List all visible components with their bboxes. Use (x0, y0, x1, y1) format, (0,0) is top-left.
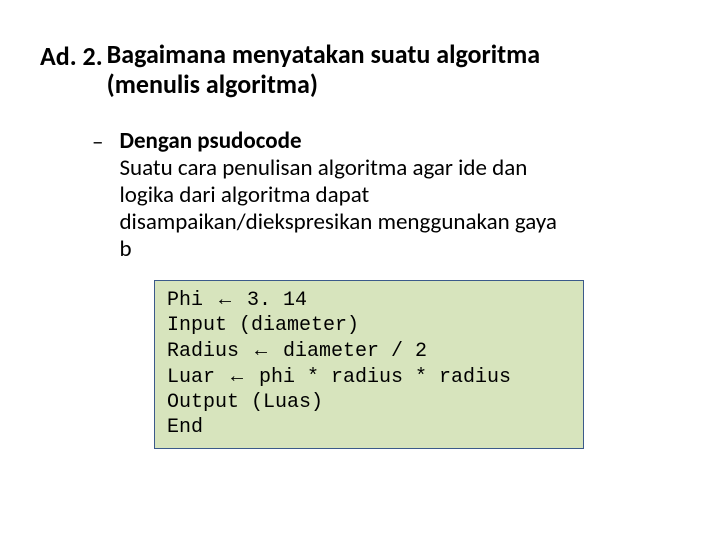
arrow-icon: ← (227, 365, 247, 387)
body-line-4: b (119, 236, 556, 263)
code-text: 3. 14 (235, 289, 307, 312)
bullet-item: – Dengan psudocode Suatu cara penulisan … (88, 128, 680, 264)
code-line-1: Phi ← 3. 14 (167, 287, 571, 313)
body-line-1: Suatu cara penulisan algoritma agar ide … (119, 155, 556, 182)
code-text: diameter / 2 (271, 340, 427, 363)
bullet-text: Dengan psudocode Suatu cara penulisan al… (119, 128, 556, 264)
content-block: – Dengan psudocode Suatu cara penulisan … (40, 128, 680, 264)
slide: Ad. 2. Bagaimana menyatakan suatu algori… (0, 0, 720, 283)
code-line-3: Radius ← diameter / 2 (167, 338, 571, 364)
code-text: phi * radius * radius (247, 366, 511, 389)
code-text: Phi (167, 289, 215, 312)
title-prefix: Ad. 2. (40, 40, 103, 72)
code-line-5: Output (Luas) (167, 390, 571, 415)
pseudocode-box: Phi ← 3. 14 Input (diameter) Radius ← di… (154, 280, 584, 449)
code-line-2: Input (diameter) (167, 313, 571, 338)
body-line-2: logika dari algoritma dapat (119, 182, 556, 209)
code-text: Radius (167, 340, 251, 363)
code-text: Luar (167, 366, 227, 389)
code-line-6: End (167, 415, 571, 440)
title-line-1: Bagaimana menyatakan suatu algoritma (107, 40, 540, 70)
title-line-2: (menulis algoritma) (107, 70, 540, 100)
bullet-dash: – (88, 128, 103, 156)
body-line-3: disampaikan/diekspresikan menggunakan ga… (119, 209, 556, 236)
arrow-icon: ← (215, 288, 235, 310)
code-line-4: Luar ← phi * radius * radius (167, 364, 571, 390)
title-main: Bagaimana menyatakan suatu algoritma (me… (107, 40, 540, 100)
arrow-icon: ← (251, 339, 271, 361)
slide-title: Ad. 2. Bagaimana menyatakan suatu algori… (40, 40, 680, 100)
bullet-heading: Dengan psudocode (119, 128, 556, 155)
